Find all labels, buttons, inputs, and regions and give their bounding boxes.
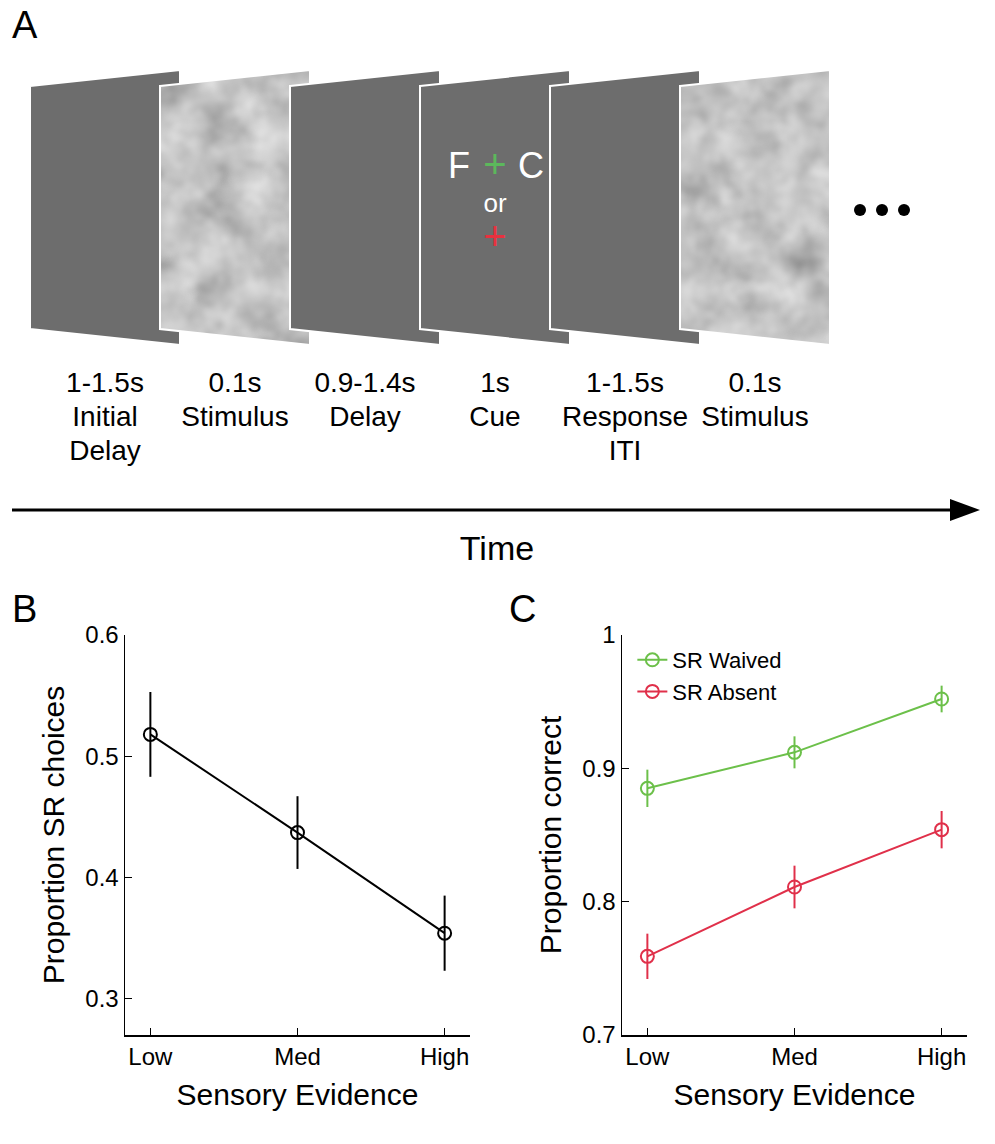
- svg-text:+: +: [483, 214, 506, 258]
- svg-text:High: High: [420, 1043, 469, 1070]
- svg-text:Delay: Delay: [69, 435, 141, 466]
- svg-text:Proportion correct: Proportion correct: [534, 715, 567, 954]
- svg-text:1s: 1s: [480, 367, 510, 398]
- svg-text:Med: Med: [771, 1043, 818, 1070]
- svg-text:0.3: 0.3: [85, 985, 118, 1012]
- svg-text:Proportion SR choices: Proportion SR choices: [37, 686, 70, 984]
- svg-text:Med: Med: [274, 1043, 321, 1070]
- svg-text:0.5: 0.5: [85, 743, 118, 770]
- svg-text:0.1s: 0.1s: [209, 367, 262, 398]
- svg-text:SR Absent: SR Absent: [672, 680, 776, 705]
- svg-text:Stimulus: Stimulus: [181, 401, 288, 432]
- svg-text:1: 1: [602, 621, 615, 648]
- svg-text:0.9: 0.9: [582, 755, 615, 782]
- svg-text:Time: Time: [460, 529, 534, 567]
- svg-text:1-1.5s: 1-1.5s: [586, 367, 664, 398]
- svg-text:F: F: [448, 145, 470, 186]
- svg-text:0.4: 0.4: [85, 864, 118, 891]
- svg-text:Stimulus: Stimulus: [701, 401, 808, 432]
- svg-text:Low: Low: [128, 1043, 173, 1070]
- svg-text:Low: Low: [625, 1043, 670, 1070]
- svg-text:Delay: Delay: [329, 401, 401, 432]
- svg-text:High: High: [917, 1043, 966, 1070]
- html-text:A: A: [12, 4, 38, 46]
- svg-text:Cue: Cue: [469, 401, 520, 432]
- svg-text:Sensory Evidence: Sensory Evidence: [177, 1078, 419, 1111]
- svg-text:0.7: 0.7: [582, 1021, 615, 1048]
- html-text:B: B: [12, 588, 38, 630]
- svg-text:0.1s: 0.1s: [729, 367, 782, 398]
- svg-text:0.8: 0.8: [582, 888, 615, 915]
- svg-text:ITI: ITI: [609, 435, 642, 466]
- svg-text:0.9-1.4s: 0.9-1.4s: [314, 367, 415, 398]
- svg-text:Sensory Evidence: Sensory Evidence: [674, 1078, 916, 1111]
- html-text:C: C: [509, 588, 537, 630]
- svg-text:+: +: [483, 142, 506, 186]
- svg-text:1-1.5s: 1-1.5s: [66, 367, 144, 398]
- svg-text:C: C: [518, 145, 544, 186]
- svg-text:SR Waived: SR Waived: [672, 648, 781, 673]
- svg-text:Initial: Initial: [72, 401, 137, 432]
- svg-text:0.6: 0.6: [85, 621, 118, 648]
- svg-text:Response: Response: [562, 401, 688, 432]
- svg-text:or: or: [483, 188, 507, 218]
